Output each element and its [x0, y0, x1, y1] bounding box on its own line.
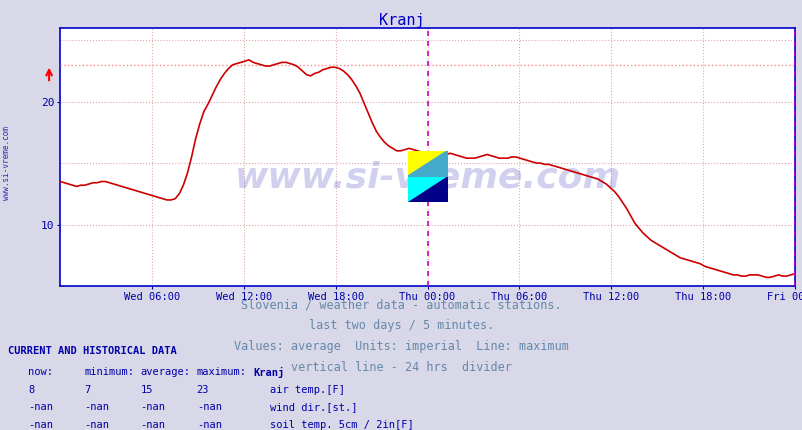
Text: www.si-vreme.com: www.si-vreme.com — [2, 126, 11, 200]
Text: Kranj: Kranj — [253, 367, 284, 378]
Text: -nan: -nan — [196, 402, 221, 412]
Text: -nan: -nan — [84, 420, 109, 430]
Text: maximum:: maximum: — [196, 367, 246, 377]
Text: CURRENT AND HISTORICAL DATA: CURRENT AND HISTORICAL DATA — [8, 346, 176, 356]
Text: -nan: -nan — [196, 420, 221, 430]
Text: average:: average: — [140, 367, 190, 377]
Text: wind dir.[st.]: wind dir.[st.] — [269, 402, 357, 412]
Text: -nan: -nan — [28, 420, 53, 430]
Text: www.si-vreme.com: www.si-vreme.com — [234, 160, 620, 195]
Text: Slovenia / weather data - automatic stations.: Slovenia / weather data - automatic stat… — [241, 299, 561, 312]
Text: Kranj: Kranj — [379, 13, 423, 28]
Polygon shape — [407, 150, 448, 176]
Text: 8: 8 — [28, 385, 34, 395]
Text: -nan: -nan — [84, 402, 109, 412]
Text: soil temp. 5cm / 2in[F]: soil temp. 5cm / 2in[F] — [269, 420, 413, 430]
Text: -nan: -nan — [28, 402, 53, 412]
Text: -nan: -nan — [140, 420, 165, 430]
Polygon shape — [407, 176, 448, 202]
Text: Values: average  Units: imperial  Line: maximum: Values: average Units: imperial Line: ma… — [233, 340, 569, 353]
Text: air temp.[F]: air temp.[F] — [269, 385, 344, 395]
Text: now:: now: — [28, 367, 53, 377]
Text: 15: 15 — [140, 385, 153, 395]
Text: vertical line - 24 hrs  divider: vertical line - 24 hrs divider — [290, 361, 512, 374]
Text: 7: 7 — [84, 385, 91, 395]
Text: minimum:: minimum: — [84, 367, 134, 377]
Text: -nan: -nan — [140, 402, 165, 412]
Text: 23: 23 — [196, 385, 209, 395]
Polygon shape — [407, 176, 448, 202]
Text: last two days / 5 minutes.: last two days / 5 minutes. — [309, 319, 493, 332]
Polygon shape — [407, 150, 448, 176]
